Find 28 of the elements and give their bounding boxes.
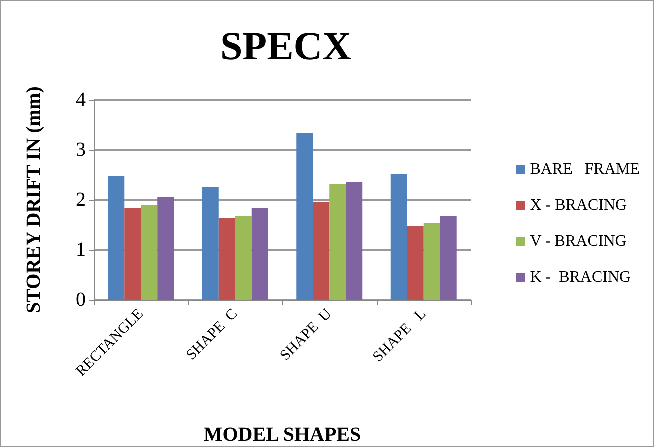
bar [202,188,219,300]
bar [424,224,440,300]
legend-label: X - BRACING [530,197,628,214]
bar [407,226,424,300]
bar [296,133,314,300]
legend-label: BARE FRAME [530,161,640,178]
y-tick-label: 1 [76,239,86,261]
bar [141,206,158,300]
y-tick-label: 3 [76,139,86,161]
bar [124,208,142,300]
bar [218,218,236,300]
bar [313,202,330,300]
legend-label: V - BRACING [530,233,628,250]
bar [440,216,457,300]
y-tick-label: 0 [76,289,86,311]
bar [390,174,408,300]
bar [252,208,268,300]
y-tick-label: 2 [76,189,86,211]
bar [158,198,174,300]
bar [330,184,346,300]
bar [346,182,363,300]
x-axis-title: MODEL SHAPES [204,424,362,446]
bar [235,216,252,300]
y-tick-label: 4 [76,89,86,111]
bar [108,176,125,300]
legend-label: K - BRACING [530,269,632,286]
chart-title: SPECX [220,24,352,68]
y-axis-title: STOREY DRIFT IN (mm) [23,86,45,314]
